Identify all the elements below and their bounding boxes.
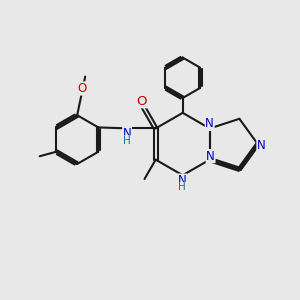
Text: N: N bbox=[123, 127, 131, 140]
Text: N: N bbox=[206, 150, 215, 163]
Text: O: O bbox=[77, 82, 86, 95]
Text: H: H bbox=[178, 182, 186, 193]
Text: H: H bbox=[123, 136, 131, 146]
Text: N: N bbox=[257, 139, 266, 152]
Text: N: N bbox=[205, 118, 214, 130]
Text: O: O bbox=[136, 95, 147, 108]
Text: N: N bbox=[178, 174, 187, 187]
